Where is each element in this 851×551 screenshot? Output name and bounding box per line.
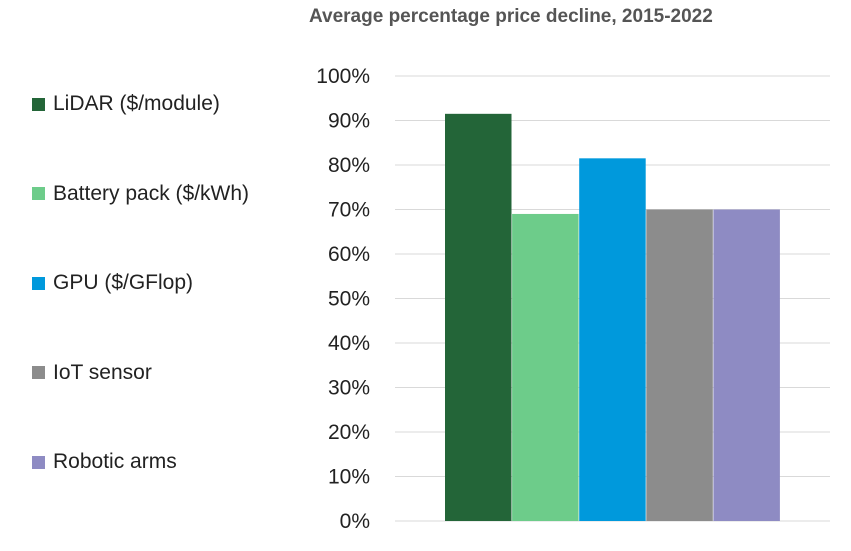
- bar-iot: [646, 209, 713, 521]
- legend-item: Robotic arms: [32, 442, 177, 482]
- legend-swatch: [32, 455, 45, 469]
- bar-lidar: [445, 113, 512, 521]
- legend-label: LiDAR ($/module): [53, 92, 220, 115]
- y-tick-label: 50%: [328, 288, 370, 311]
- legend-swatch: [32, 276, 45, 290]
- y-tick-label: 80%: [328, 154, 370, 177]
- bar-robotic: [713, 209, 780, 521]
- y-tick-label: 100%: [316, 65, 370, 88]
- legend-swatch: [32, 187, 45, 200]
- legend-label: Robotic arms: [53, 450, 177, 473]
- legend-swatch: [32, 366, 45, 379]
- y-tick-label: 60%: [328, 243, 370, 266]
- legend-label: IoT sensor: [53, 360, 152, 384]
- legend-label: Battery pack ($/kWh): [53, 181, 250, 205]
- y-tick-label: 10%: [328, 466, 370, 489]
- y-tick-label: 20%: [328, 421, 370, 444]
- legend-item: LiDAR ($/module): [32, 84, 220, 124]
- legend-item: Battery pack ($/kWh): [32, 174, 249, 214]
- legend-label: GPU ($/GFlop): [53, 271, 194, 294]
- legend-swatch: [32, 97, 45, 111]
- legend-item: GPU ($/GFlop): [32, 263, 193, 303]
- chart-title: Average percentage price decline, 2015-2…: [309, 6, 713, 27]
- y-tick-label: 90%: [328, 110, 370, 133]
- y-tick-label: 70%: [328, 199, 370, 222]
- bar-gpu: [579, 158, 646, 521]
- bar-battery: [512, 213, 579, 521]
- y-tick-label: 40%: [328, 332, 370, 355]
- legend-item: IoT sensor: [32, 353, 152, 393]
- y-tick-label: 0%: [340, 510, 370, 533]
- y-tick-label: 30%: [328, 377, 370, 400]
